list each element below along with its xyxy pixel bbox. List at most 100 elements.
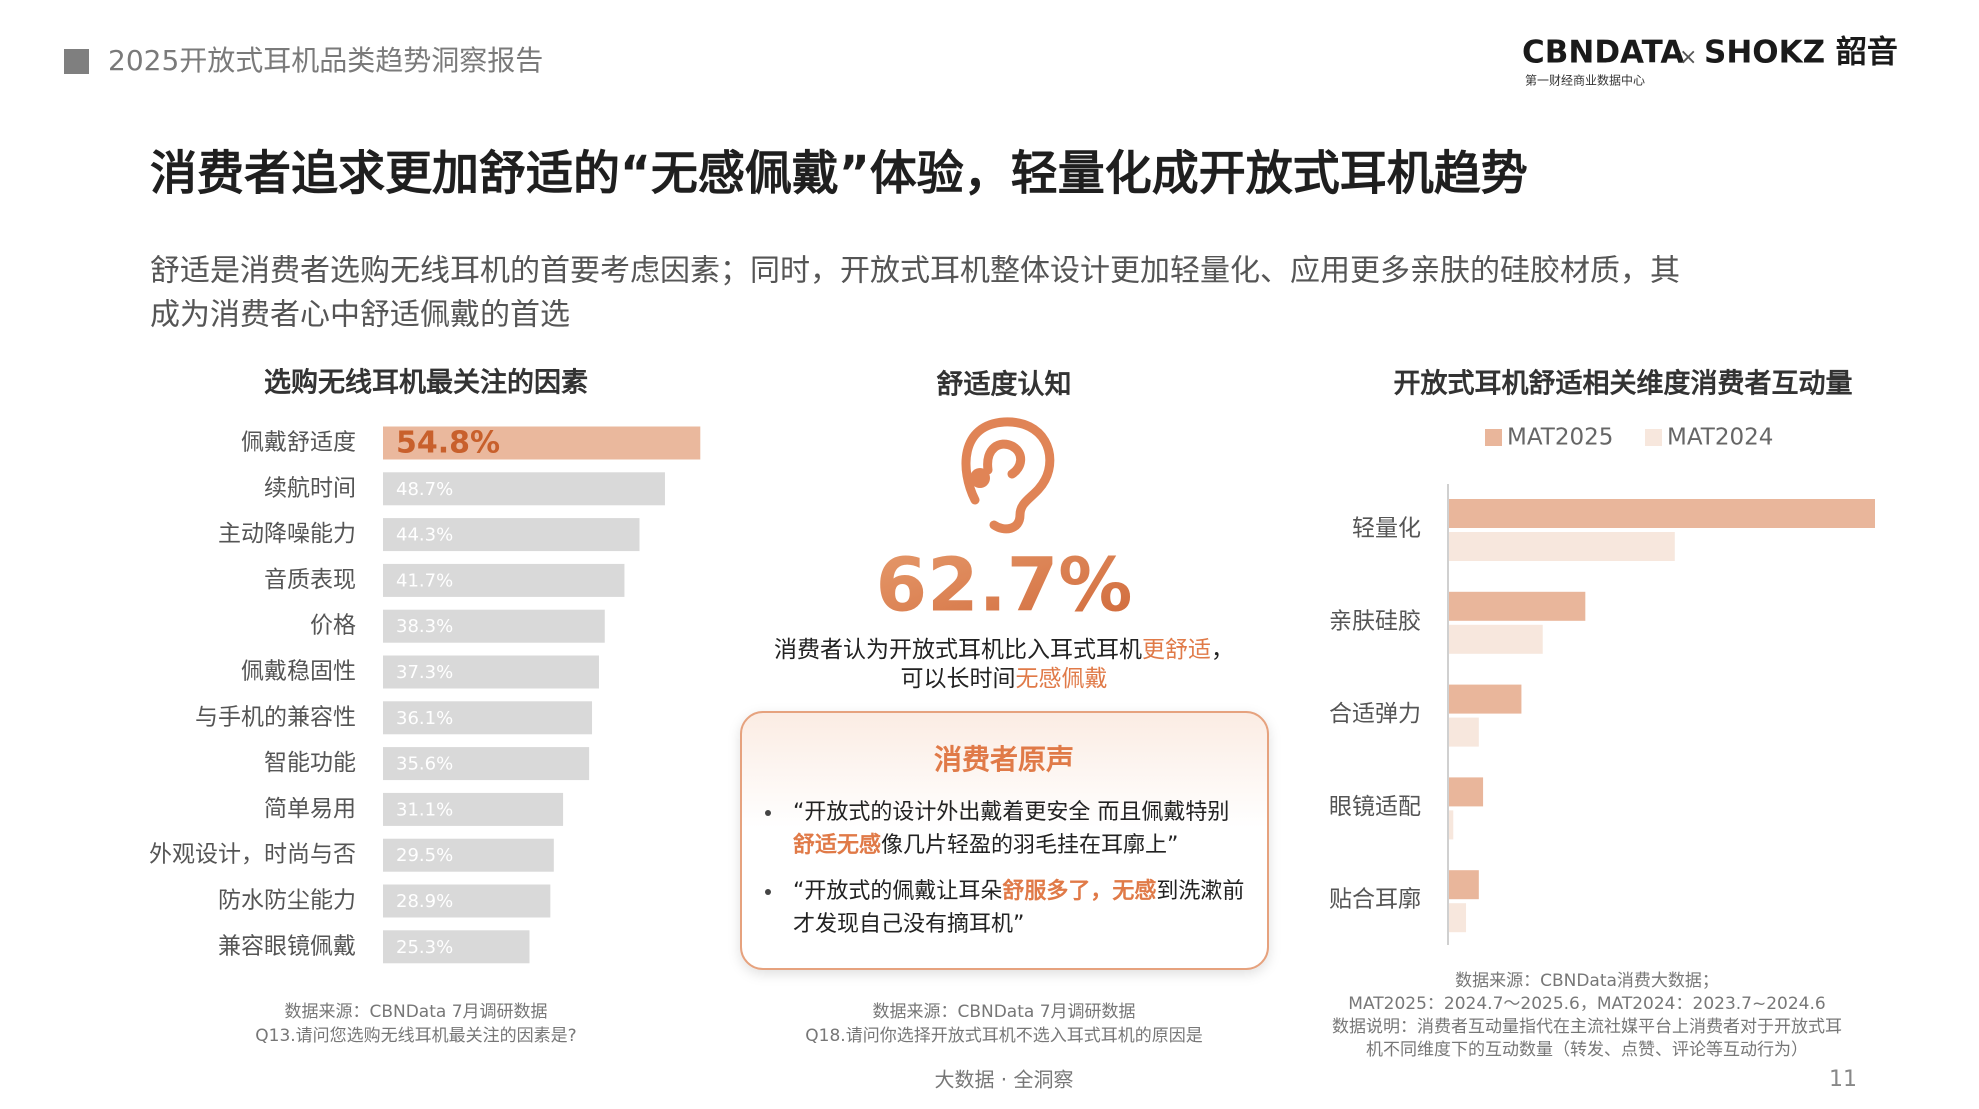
category-label: 外观设计，时尚与否 xyxy=(149,842,356,868)
report-title: 2025开放式耳机品类趋势洞察报告 xyxy=(108,44,543,77)
voices-box xyxy=(740,711,1269,970)
value-label: 54.8% xyxy=(396,426,500,461)
value-label: 48.7% xyxy=(396,479,453,500)
text-segment: ， xyxy=(1211,637,1234,663)
bar xyxy=(383,518,640,552)
logo-cbndata: CBNDATA xyxy=(1522,35,1684,71)
main-title: 消费者追求更加舒适的“无感佩戴”体验，轻量化成开放式耳机趋势 xyxy=(150,147,1528,202)
legend-swatch xyxy=(1645,429,1662,446)
bar xyxy=(1449,903,1467,933)
text-segment: 像几片轻盈的羽毛挂在耳廓上” xyxy=(881,833,1178,858)
source-note: 数据来源：CBNData 7月调研数据 xyxy=(872,1002,1135,1022)
text-line: 舒适无感像几片轻盈的羽毛挂在耳廓上” xyxy=(793,832,1178,858)
bar xyxy=(383,472,665,506)
highlight-text: 舒适无感 xyxy=(793,832,881,858)
category-label: 兼容眼镜佩戴 xyxy=(218,933,356,959)
chart-title: 开放式耳机舒适相关维度消费者互动量 xyxy=(1394,368,1853,400)
statement: 消费者认为开放式耳机比入耳式耳机更舒适， 可以长时间无感佩戴 xyxy=(774,637,1234,692)
bar xyxy=(383,701,593,735)
value-label: 31.1% xyxy=(396,799,453,820)
text-line: “开放式的设计外出戴着更安全 而且佩戴特别 xyxy=(793,800,1229,825)
value-label: 25.3% xyxy=(396,937,453,958)
text-segment: 可以长时间 xyxy=(901,666,1016,692)
value-label: 35.6% xyxy=(396,754,453,775)
bar xyxy=(1449,591,1586,621)
text-line: 可以长时间无感佩戴 xyxy=(901,666,1108,692)
header-square xyxy=(64,49,89,74)
bullet xyxy=(765,889,771,895)
text-segment: 到洗漱前 xyxy=(1156,879,1244,904)
bar xyxy=(383,747,590,781)
source-note: 机不同维度下的互动数量（转发、点赞、评论等互动行为） xyxy=(1366,1040,1808,1060)
source-note: 数据说明：消费者互动量指代在主流社媒平台上消费者对于开放式耳 xyxy=(1332,1017,1842,1037)
bar xyxy=(1449,870,1479,900)
bar xyxy=(383,930,530,964)
source-note: Q13.请问您选购无线耳机最关注的因素是? xyxy=(255,1026,576,1046)
legend-label: MAT2025 xyxy=(1507,425,1613,451)
source-note: MAT2025：2024.7～2025.6，MAT2024：2023.7~202… xyxy=(1348,994,1825,1014)
bar xyxy=(1449,717,1479,747)
bar xyxy=(1449,810,1454,840)
bar xyxy=(383,609,605,643)
category-label: 贴合耳廓 xyxy=(1329,887,1421,913)
text-segment: 消费者认为开放式耳机比入耳式耳机 xyxy=(774,637,1142,663)
bar xyxy=(383,792,564,826)
category-label: 与手机的兼容性 xyxy=(195,704,356,730)
bar xyxy=(1449,532,1675,561)
category-label: 续航时间 xyxy=(264,475,356,501)
bar xyxy=(383,563,625,597)
page-number: 11 xyxy=(1829,1067,1857,1092)
logo-times: × xyxy=(1679,45,1697,70)
text-segment: “开放式的设计外出戴着更安全 而且佩戴特别 xyxy=(793,800,1229,825)
category-label: 主动降噪能力 xyxy=(218,521,356,547)
text-segment: “开放式的佩戴让耳朵 xyxy=(793,879,1002,904)
value-label: 28.9% xyxy=(396,891,453,912)
highlight-text: 无感佩戴 xyxy=(1016,666,1108,692)
category-label: 轻量化 xyxy=(1352,516,1421,542)
category-label: 价格 xyxy=(310,613,356,639)
text-line: “开放式的佩戴让耳朵舒服多了，无感到洗漱前 xyxy=(793,878,1244,904)
category-label: 佩戴稳固性 xyxy=(241,659,356,685)
voices-title: 消费者原声 xyxy=(934,743,1074,776)
value-label: 36.1% xyxy=(396,708,453,729)
chart-title: 选购无线耳机最关注的因素 xyxy=(264,367,588,399)
category-label: 眼镜适配 xyxy=(1329,794,1421,820)
bar xyxy=(383,655,599,689)
ear-icon xyxy=(961,417,1055,534)
legend-swatch xyxy=(1485,429,1502,446)
logo-sub: 第一财经商业数据中心 xyxy=(1525,73,1645,88)
category-label: 音质表现 xyxy=(264,567,356,593)
text-line: 才发现自己没有摘耳机” xyxy=(793,912,1024,937)
category-label: 防水防尘能力 xyxy=(218,888,356,914)
stat-value: 62.7% xyxy=(876,543,1133,629)
bar xyxy=(383,838,554,872)
value-label: 44.3% xyxy=(396,525,453,546)
source-note: 数据来源：CBNData消费大数据； xyxy=(1455,971,1719,991)
category-label: 智能功能 xyxy=(264,750,356,776)
bar xyxy=(1449,777,1484,807)
highlight-text: 更舒适 xyxy=(1142,637,1211,663)
value-label: 41.7% xyxy=(396,570,453,591)
category-label: 合适弹力 xyxy=(1329,701,1421,727)
bullet xyxy=(765,810,771,816)
bar xyxy=(1449,624,1543,654)
value-label: 37.3% xyxy=(396,662,453,683)
footer-slogan: 大数据 · 全洞察 xyxy=(934,1068,1073,1092)
value-label: 38.3% xyxy=(396,616,453,637)
subtitle-line: 舒适是消费者选购无线耳机的首要考虑因素；同时，开放式耳机整体设计更加轻量化、应用… xyxy=(150,254,1680,289)
category-label: 简单易用 xyxy=(264,796,356,822)
highlight-text: 舒服多了，无感 xyxy=(1002,878,1156,904)
bar xyxy=(383,426,701,460)
bar xyxy=(383,884,551,918)
value-label: 29.5% xyxy=(396,845,453,866)
logo-shokz: SHOKZ 韶音 xyxy=(1704,35,1898,71)
text-segment: 才发现自己没有摘耳机” xyxy=(793,912,1024,937)
text-line: 消费者认为开放式耳机比入耳式耳机更舒适， xyxy=(774,637,1234,663)
source-note: 数据来源：CBNData 7月调研数据 xyxy=(284,1002,547,1022)
bar xyxy=(1449,499,1875,528)
panel-title: 舒适度认知 xyxy=(937,369,1072,401)
legend-label: MAT2024 xyxy=(1667,425,1773,451)
category-label: 亲肤硅胶 xyxy=(1329,608,1421,634)
